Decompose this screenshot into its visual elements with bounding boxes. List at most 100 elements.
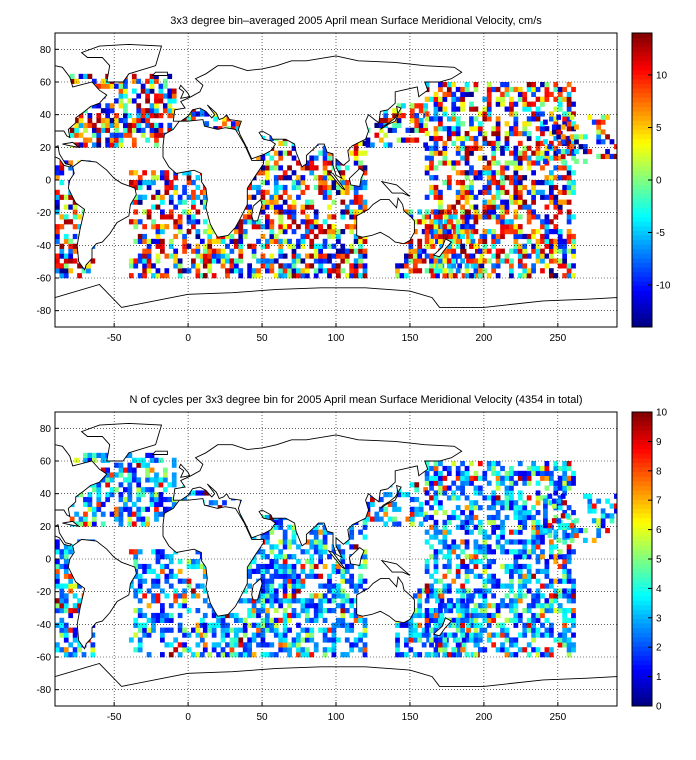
data-bin (278, 243, 284, 249)
data-bin (553, 214, 559, 220)
data-bin (486, 91, 492, 97)
colorbar-segment (632, 508, 652, 514)
data-bin (473, 632, 479, 638)
data-bin (322, 627, 328, 633)
data-bin (309, 165, 315, 171)
data-bin (278, 554, 284, 560)
data-bin (517, 180, 523, 186)
data-bin (195, 652, 201, 658)
data-bin (477, 131, 483, 137)
data-bin (540, 194, 545, 200)
data-bin (535, 135, 541, 142)
data-bin (327, 554, 332, 560)
data-bin (526, 608, 532, 614)
data-bin (344, 652, 350, 658)
data-bin (464, 539, 470, 545)
data-bin (68, 652, 74, 658)
data-bin (322, 524, 328, 530)
data-bin (429, 263, 434, 269)
data-bin (145, 88, 150, 94)
data-bin (429, 514, 434, 521)
data-bin (158, 501, 164, 508)
data-bin (513, 145, 519, 151)
data-bin (557, 563, 563, 570)
data-bin (486, 101, 492, 107)
data-bin (287, 214, 292, 220)
data-bin (155, 175, 161, 181)
data-bin (569, 144, 575, 150)
data-bin (142, 612, 147, 619)
data-bin (509, 505, 514, 511)
data-bin (557, 229, 563, 235)
data-bin (322, 563, 328, 570)
data-bin (517, 160, 523, 166)
data-bin (260, 170, 266, 176)
data-bin (247, 637, 252, 643)
data-bin (300, 549, 306, 555)
data-bin (349, 243, 355, 249)
data-bin (571, 578, 576, 584)
data-bin (535, 214, 541, 220)
data-bin (145, 521, 150, 527)
data-bin (557, 199, 563, 205)
data-bin (313, 617, 319, 623)
data-bin (500, 165, 505, 171)
data-bin (186, 632, 192, 638)
data-bin (500, 180, 505, 186)
data-bin (204, 121, 210, 127)
data-bin (464, 480, 470, 486)
data-bin (469, 559, 474, 565)
data-bin (486, 563, 492, 570)
data-bin (429, 612, 434, 619)
data-bin (140, 127, 146, 133)
data-bin (522, 480, 528, 486)
data-bin (566, 121, 572, 127)
data-bin (455, 627, 461, 633)
data-bin (556, 129, 562, 135)
data-bin (433, 563, 439, 570)
colorbar-segment (632, 412, 652, 417)
data-bin (553, 258, 559, 264)
data-bin (186, 608, 192, 614)
data-bin (173, 593, 179, 599)
data-bin (571, 140, 576, 146)
data-bin (149, 496, 155, 503)
data-bin (59, 170, 65, 176)
data-bin (446, 529, 452, 535)
data-bin (146, 263, 152, 269)
data-bin (349, 544, 355, 550)
data-bin (442, 519, 448, 525)
data-bin (133, 554, 139, 560)
colorbar-segment (632, 170, 652, 176)
data-bin (287, 273, 292, 279)
data-bin (540, 470, 545, 476)
data-bin (442, 490, 448, 496)
data-bin (418, 521, 424, 527)
data-bin (238, 224, 244, 230)
data-bin (287, 268, 292, 274)
data-bin (313, 593, 319, 599)
data-bin (404, 209, 409, 215)
data-bin (247, 612, 252, 619)
data-bin (353, 248, 359, 254)
data-bin (202, 243, 208, 249)
data-bin (167, 88, 173, 94)
data-bin (278, 642, 284, 648)
data-bin (300, 268, 306, 274)
data-bin (526, 86, 532, 93)
data-bin (460, 248, 465, 254)
data-bin (225, 632, 230, 638)
data-bin (591, 537, 597, 543)
data-bin (105, 496, 111, 503)
data-bin (544, 229, 550, 235)
data-bin (491, 204, 497, 210)
data-bin (55, 229, 60, 235)
data-bin (278, 214, 284, 220)
data-bin (571, 238, 576, 244)
data-bin (340, 593, 346, 599)
data-bin (344, 568, 350, 574)
data-bin (477, 175, 483, 181)
data-bin (509, 495, 514, 501)
data-bin (74, 78, 79, 84)
data-bin (140, 113, 146, 119)
